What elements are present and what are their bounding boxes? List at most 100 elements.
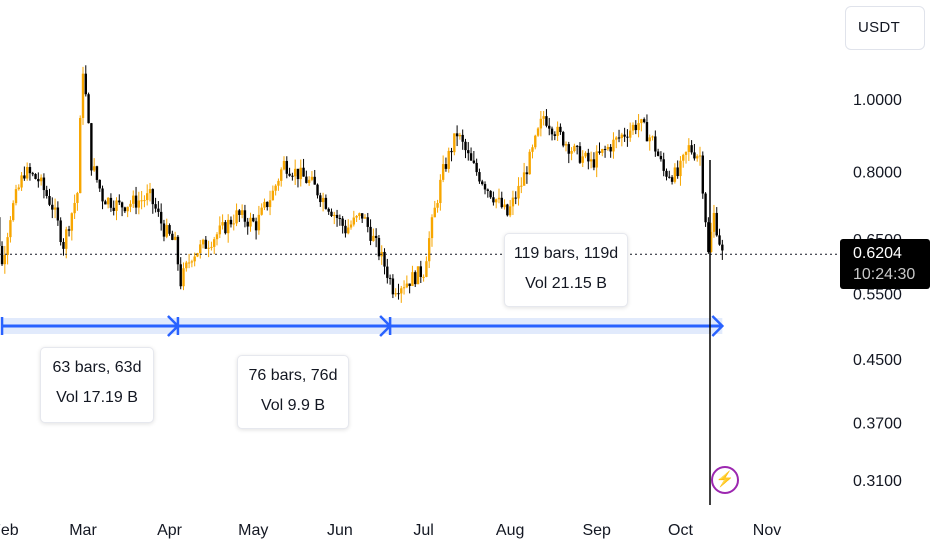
candle <box>358 212 361 220</box>
candle <box>106 197 110 209</box>
candle <box>430 214 434 247</box>
candle-body <box>168 225 171 234</box>
candle <box>662 152 665 177</box>
candle-body <box>436 203 439 208</box>
candle <box>165 218 168 239</box>
candle-body <box>319 195 322 203</box>
candle-body <box>419 266 423 277</box>
candle-body <box>151 189 154 205</box>
candle-body <box>148 189 152 194</box>
candle <box>20 172 23 191</box>
candle <box>146 184 149 206</box>
candle-body <box>447 150 450 169</box>
candle-body <box>659 155 663 160</box>
candle <box>411 265 414 287</box>
candle-body <box>143 200 146 202</box>
candle-body <box>187 262 191 264</box>
candle-body <box>405 283 409 288</box>
candle-body <box>486 189 490 191</box>
candle <box>243 204 247 228</box>
candle <box>65 226 68 259</box>
range-vol-3: Vol 21.15 B <box>525 275 607 292</box>
y-tick-label: 0.3700 <box>853 415 902 432</box>
candle-body <box>690 145 693 153</box>
candle-body <box>617 137 621 139</box>
candle <box>62 238 65 256</box>
candle <box>715 207 718 237</box>
candle <box>288 167 291 177</box>
candle <box>682 153 685 168</box>
range-bars-1: 63 bars, 63d <box>52 359 142 376</box>
currency-selector[interactable]: USDT <box>845 6 925 50</box>
bar-countdown: 10:24:30 <box>853 266 916 283</box>
candle-body <box>386 266 389 278</box>
candle-body <box>358 213 361 217</box>
candle-body <box>344 225 347 234</box>
candle <box>352 210 356 227</box>
candle <box>333 211 336 225</box>
candle-body <box>65 229 68 249</box>
candle-body <box>444 164 448 169</box>
candle-body <box>249 217 252 227</box>
candle <box>92 158 96 172</box>
candle-body <box>87 94 90 124</box>
candle-body <box>645 122 649 142</box>
candle-body <box>662 159 665 171</box>
candle-body <box>721 244 724 251</box>
candle <box>240 204 244 219</box>
candle-body <box>634 124 637 131</box>
candle-body <box>235 210 238 224</box>
candle-body <box>321 197 325 203</box>
candle <box>34 173 37 180</box>
candle-body <box>196 253 199 257</box>
candle-body <box>126 206 129 212</box>
candle-body <box>620 134 624 139</box>
candle <box>503 199 506 210</box>
candle-body <box>609 146 612 152</box>
candle <box>321 192 325 212</box>
candle-body <box>76 193 79 203</box>
candle-body <box>0 245 4 265</box>
candle <box>39 174 43 186</box>
candle-body <box>316 184 319 196</box>
candle-body <box>673 167 677 182</box>
candle-body <box>567 144 570 154</box>
candle <box>486 188 490 198</box>
candle <box>218 216 221 239</box>
candle-body <box>224 222 227 234</box>
candle-body <box>218 225 221 235</box>
candle-body <box>42 177 46 191</box>
candle-body <box>282 160 286 170</box>
candle <box>472 151 476 165</box>
candle <box>584 151 587 159</box>
candle <box>623 127 626 142</box>
candle <box>721 239 724 260</box>
candle-body <box>28 167 32 174</box>
candle <box>134 186 138 215</box>
candle-body <box>53 207 57 210</box>
lightning-icon[interactable]: ⚡ <box>711 466 739 494</box>
candle <box>528 149 531 175</box>
candle-body <box>687 145 691 152</box>
candle <box>458 132 462 140</box>
candle <box>277 178 280 191</box>
candle-body <box>347 227 350 234</box>
candle <box>606 144 610 151</box>
candle <box>620 132 624 147</box>
candle <box>28 163 32 181</box>
candle <box>324 194 328 210</box>
candle <box>492 191 495 206</box>
candle-body <box>232 223 235 225</box>
candle <box>514 191 517 205</box>
candle-body <box>464 141 467 151</box>
x-tick-label: Sep <box>582 522 611 539</box>
candle <box>550 126 554 141</box>
candle-body <box>23 175 26 179</box>
x-tick-label: Oct <box>668 522 693 539</box>
candle-body <box>441 164 445 180</box>
candle <box>670 175 674 185</box>
candle <box>282 156 286 171</box>
candle <box>383 248 386 275</box>
candle <box>416 266 420 285</box>
